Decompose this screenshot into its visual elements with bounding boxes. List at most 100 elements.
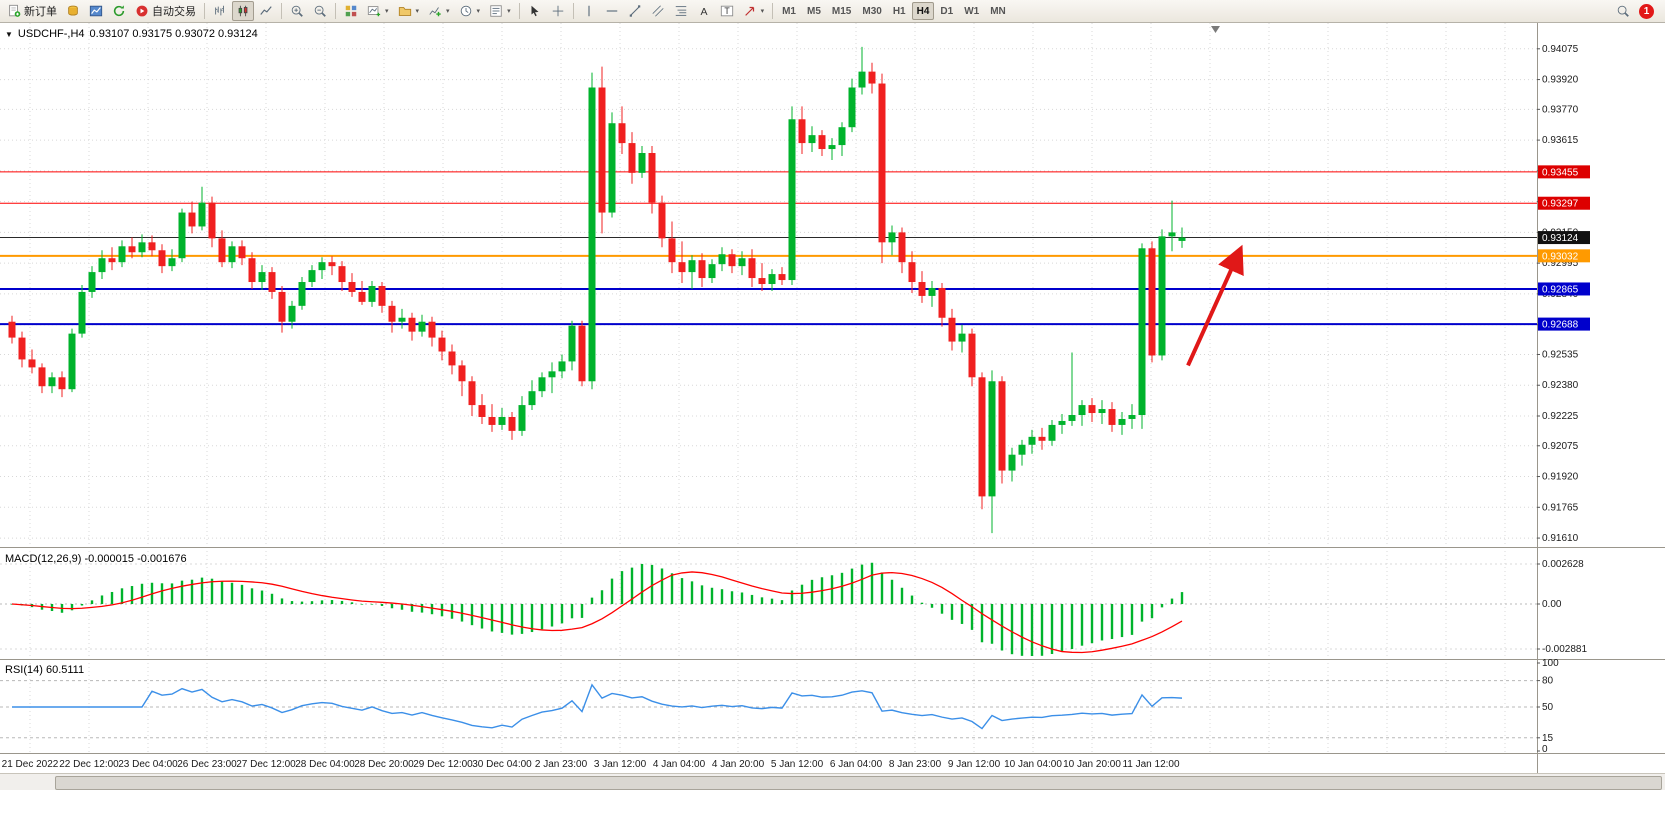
candle-body	[948, 317, 956, 342]
candle-body	[898, 232, 906, 263]
macd-signal-line	[11, 571, 1183, 654]
candle-body	[248, 258, 256, 283]
horizontal-scrollbar[interactable]	[0, 773, 1665, 790]
candle-body	[198, 202, 206, 227]
candle-body	[658, 202, 666, 239]
candle-body	[458, 365, 466, 382]
trendline-icon	[629, 5, 640, 17]
candle-body	[508, 416, 516, 431]
template-button[interactable]: ▾	[485, 1, 515, 21]
arrow-annotation[interactable]	[1186, 244, 1244, 367]
price-axis-label: 0.92075	[1542, 441, 1579, 452]
time-label: 28 Dec 04:00	[295, 759, 355, 770]
candles-layer	[8, 46, 1186, 534]
price-axis-label: 0.91610	[1542, 533, 1579, 544]
time-label: 23 Dec 04:00	[118, 759, 178, 770]
price-axis-label: 0.93770	[1542, 104, 1579, 115]
search-button[interactable]	[1612, 1, 1634, 21]
candle-body	[1078, 405, 1086, 416]
candle-body	[608, 123, 616, 213]
candle-body	[318, 262, 326, 271]
toolbar-separator	[204, 3, 205, 19]
new-order-button[interactable]: 新订单	[3, 1, 61, 21]
timeframe-m1-button[interactable]: M1	[777, 2, 801, 20]
timeframe-h1-button[interactable]: H1	[888, 2, 911, 20]
gold-coins-button[interactable]	[62, 1, 84, 21]
rsi-header: RSI(14) 60.5111	[5, 664, 85, 676]
candle-body	[28, 359, 36, 368]
candle-body	[418, 321, 426, 332]
chart-shift-marker-icon[interactable]	[1211, 26, 1220, 33]
timeframe-h4-button[interactable]: H4	[911, 2, 935, 20]
candle-body	[398, 317, 406, 322]
toolbar-separator	[281, 3, 282, 19]
scrollbar-thumb[interactable]	[55, 776, 1662, 790]
bar-chart-button[interactable]	[209, 1, 231, 21]
arrow-object-button[interactable]: ▾	[739, 1, 769, 21]
candle-body	[668, 238, 676, 263]
timeframe-d1-button[interactable]: D1	[935, 2, 958, 20]
candle-body	[368, 285, 376, 302]
cursor-button[interactable]	[524, 1, 546, 21]
line-chart-button[interactable]	[255, 1, 277, 21]
candle-body	[908, 262, 916, 283]
text-button[interactable]: A	[693, 1, 715, 21]
auto-trading-button[interactable]: 自动交易	[131, 1, 200, 21]
timeframe-w1-button[interactable]: W1	[959, 2, 984, 20]
candle-body	[478, 405, 486, 417]
price-badge	[1538, 249, 1590, 263]
toolbar-separator	[772, 3, 774, 19]
candle-body	[408, 317, 416, 332]
chart-window-button[interactable]	[85, 1, 107, 21]
channel-button[interactable]	[647, 1, 669, 21]
candle-body	[648, 153, 656, 203]
vertical-line-button[interactable]	[578, 1, 600, 21]
candle-body	[288, 305, 296, 322]
candle-body	[988, 381, 996, 497]
trendline-button[interactable]	[624, 1, 646, 21]
zoom-out-button[interactable]	[309, 1, 331, 21]
price-badge	[1538, 196, 1590, 210]
candle-body	[998, 381, 1006, 471]
candle-body	[1028, 436, 1036, 445]
candle-body	[958, 333, 966, 342]
candlestick-chart-button[interactable]	[232, 1, 254, 21]
timeframe-m30-button[interactable]: M30	[857, 2, 886, 20]
timeframe-m5-button[interactable]: M5	[802, 2, 826, 20]
time-label: 4 Jan 04:00	[653, 759, 706, 770]
refresh-button[interactable]	[108, 1, 130, 21]
candle-body	[548, 371, 556, 378]
candle-body	[628, 143, 636, 173]
refresh-icon	[113, 5, 125, 17]
timeframe-mn-button[interactable]: MN	[985, 2, 1011, 20]
price-axis-label: 0.91765	[1542, 502, 1579, 513]
fibonacci-button[interactable]	[670, 1, 692, 21]
horizontal-line-button[interactable]	[601, 1, 623, 21]
crosshair-icon	[552, 5, 563, 17]
candle-body	[1098, 409, 1106, 414]
tile-windows-button[interactable]	[340, 1, 362, 21]
candle-body	[48, 377, 56, 387]
candle-body	[1118, 418, 1126, 425]
timeframe-m15-button[interactable]: M15	[827, 2, 856, 20]
new-chart-button[interactable]: ▾	[363, 1, 393, 21]
notification-badge[interactable]: 1	[1639, 3, 1654, 19]
crosshair-button[interactable]	[547, 1, 569, 21]
candle-body	[1008, 454, 1016, 471]
candle-body	[298, 282, 306, 306]
add-indicator-button[interactable]: ▾	[424, 1, 454, 21]
time-label: 2 Jan 23:00	[535, 759, 588, 770]
chart-menu-icon[interactable]: ▼	[5, 29, 13, 39]
text-label-icon: T	[720, 5, 733, 17]
candle-body	[1108, 409, 1116, 425]
profiles-button[interactable]: ▾	[394, 1, 424, 21]
candle-body	[688, 260, 696, 273]
price-axis-label: 0.92225	[1542, 411, 1579, 422]
candle-body	[738, 258, 746, 267]
period-button[interactable]: ▾	[455, 1, 485, 21]
chart-canvas[interactable]: 0.940750.939200.937700.936150.934600.933…	[0, 23, 1665, 773]
add-indicator-icon	[429, 7, 441, 17]
zoom-in-button[interactable]	[286, 1, 308, 21]
text-label-button[interactable]: T	[716, 1, 738, 21]
candle-body	[588, 87, 596, 382]
